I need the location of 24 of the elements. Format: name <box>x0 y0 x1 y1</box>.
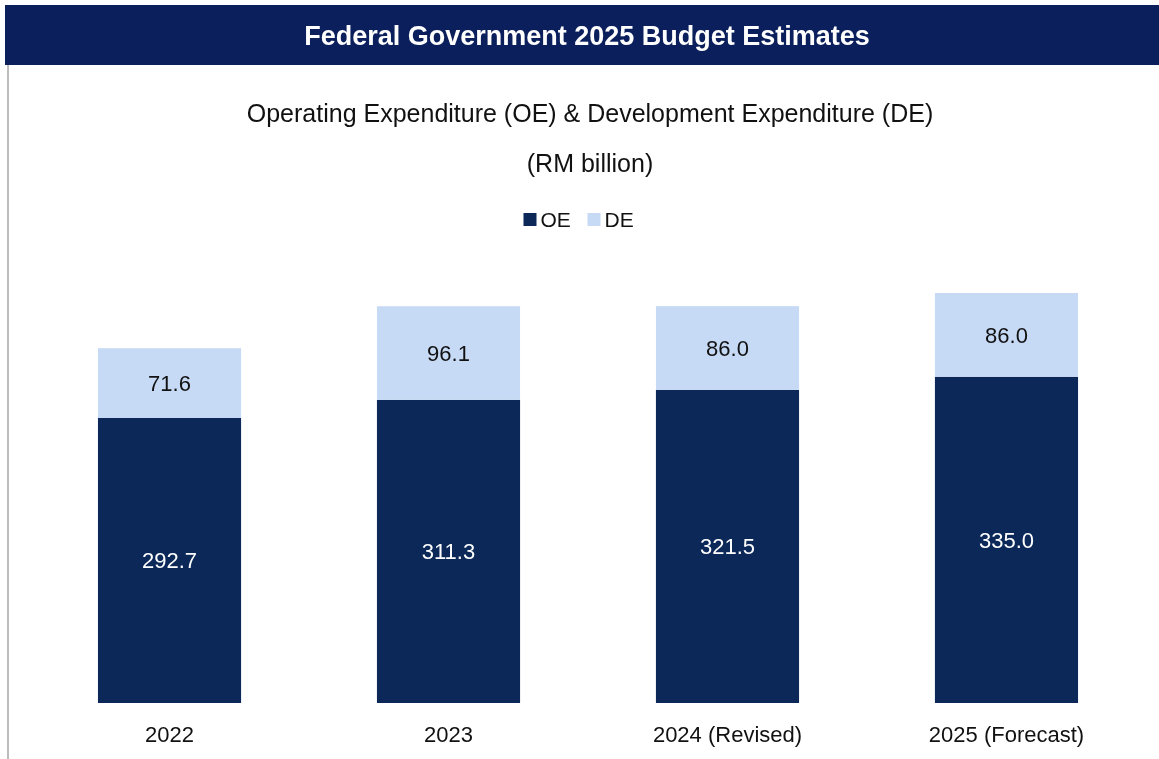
bar <box>655 306 800 390</box>
bar <box>97 417 242 703</box>
bar <box>97 348 242 418</box>
data-label: 311.3 <box>421 539 476 565</box>
data-label: 335.0 <box>978 527 1035 553</box>
legend-label: OE <box>540 208 571 232</box>
bar <box>376 399 521 703</box>
data-label: 292.7 <box>141 548 198 574</box>
legend-label: DE <box>604 208 634 232</box>
data-label: 71.6 <box>148 370 191 396</box>
data-label: 86.0 <box>706 335 749 361</box>
bar <box>376 306 521 400</box>
data-label: 86.0 <box>985 322 1028 348</box>
data-label: 96.1 <box>427 340 470 366</box>
x-tick-label: 2022 <box>145 721 194 747</box>
data-label: 321.5 <box>699 534 756 560</box>
bar <box>934 376 1079 703</box>
x-tick-label: 2025 (Forecast) <box>928 721 1085 747</box>
chart-title: Federal Government 2025 Budget Estimates <box>304 21 870 52</box>
x-tick-label: 2023 <box>424 721 473 747</box>
bar <box>655 389 800 703</box>
x-tick-label: 2024 (Revised) <box>652 721 803 747</box>
chart-subtitle: Operating Expenditure (OE) & Development Expenditure (DE) (RM billion) <box>246 98 934 177</box>
bar <box>934 293 1079 377</box>
